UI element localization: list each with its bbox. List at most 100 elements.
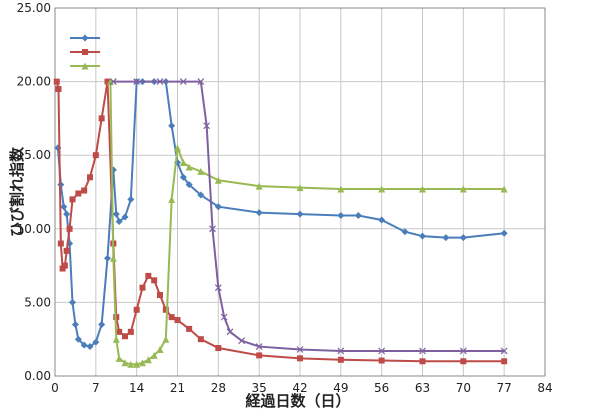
marker [133,360,141,368]
marker [55,85,62,92]
marker [255,182,263,190]
marker [337,356,344,363]
marker [378,185,386,193]
marker [500,347,508,355]
marker [80,341,88,349]
marker [337,185,345,193]
marker [226,328,234,336]
marker [156,346,164,354]
y-tick-label: 20.00 [17,75,51,89]
marker [238,337,246,345]
marker [98,320,106,328]
marker [112,335,120,343]
marker [74,335,82,343]
marker [151,277,158,284]
marker [209,225,216,233]
marker [197,78,205,86]
marker [337,212,345,220]
marker [197,167,205,175]
marker [81,62,89,70]
y-axis-title: ひび割れ指数 [8,146,26,237]
marker [337,347,345,355]
marker [121,213,129,221]
marker [168,314,175,321]
marker [144,356,152,364]
marker [185,181,193,189]
x-tick-label: 0 [51,381,59,395]
marker [459,347,467,355]
marker [179,159,187,167]
series-line [113,80,505,352]
series [54,78,508,351]
marker [139,284,146,291]
marker [419,232,426,240]
x-tick-label: 28 [211,381,226,395]
marker [127,328,134,335]
marker [104,254,111,262]
marker [168,122,176,130]
marker [220,313,228,321]
marker [214,284,222,292]
marker [92,152,99,159]
marker [112,210,120,218]
y-tick-label: 25.00 [17,1,51,15]
marker [197,336,204,343]
marker [109,254,117,262]
x-axis-title: 経過日数（日） [245,392,350,410]
marker [215,345,222,352]
marker [104,78,111,85]
marker [86,343,94,351]
plot-border [54,7,546,377]
marker [501,358,508,365]
marker [60,203,68,211]
series-line [109,81,505,366]
x-tick-label: 56 [374,381,389,395]
marker [81,187,88,194]
marker [401,228,409,236]
x-tick-label: 49 [333,381,348,395]
marker [69,298,76,306]
marker [174,144,181,152]
series-line [55,81,505,363]
marker [121,359,129,367]
y-tick-label: 5.00 [24,295,51,309]
marker [296,210,304,218]
x-tick-label: 14 [129,381,144,395]
marker [459,234,467,242]
x-tick-label: 84 [537,381,552,395]
marker [255,343,263,350]
marker [186,325,193,332]
marker [500,185,508,193]
x-tick-label: 7 [92,381,100,395]
marker [66,225,73,232]
marker [145,272,152,279]
x-tick-label: 63 [415,381,430,395]
marker [133,306,140,313]
marker [69,196,76,203]
marker [92,338,100,346]
marker [53,78,60,85]
y-tick-label: 10.00 [17,222,51,236]
x-tick-label: 21 [170,381,185,395]
marker [98,115,105,122]
marker [127,195,135,203]
marker [162,306,169,313]
marker [63,210,71,218]
series [109,78,508,355]
marker [460,358,467,365]
y-tick-label: 0.00 [24,369,51,383]
marker [378,216,386,224]
x-tick-label: 70 [456,381,471,395]
marker [157,292,163,299]
marker [214,203,222,211]
marker [71,320,79,328]
marker [378,357,385,364]
marker [297,355,303,362]
marker [214,176,222,184]
marker [442,234,450,242]
marker [296,184,304,192]
x-tick-label: 77 [497,381,512,395]
marker [75,190,82,197]
marker [378,347,386,355]
